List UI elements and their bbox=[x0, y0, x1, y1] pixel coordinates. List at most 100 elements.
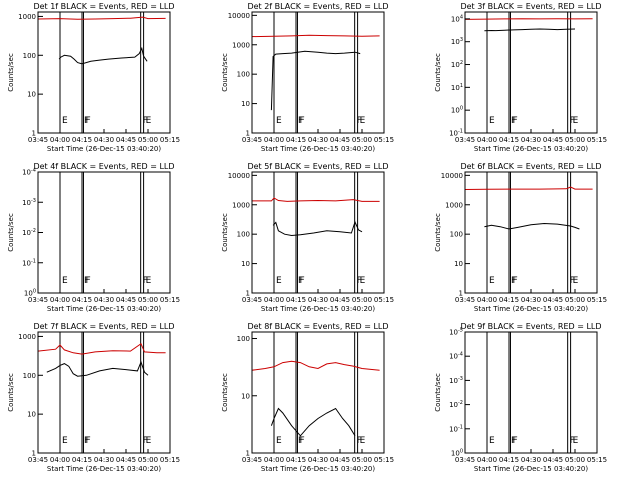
flag-label: F bbox=[143, 116, 148, 126]
flag-label: F bbox=[143, 276, 148, 286]
y-tick-label: 10-3 bbox=[22, 198, 36, 207]
flag-label: F bbox=[85, 116, 90, 126]
y-tick-label: 101 bbox=[451, 83, 463, 92]
y-tick-label: 10 bbox=[454, 260, 463, 268]
y-axis-label: Counts/sec bbox=[221, 373, 229, 412]
y-tick-label: 10000 bbox=[441, 172, 463, 180]
x-tick-label: 04:00 bbox=[50, 136, 70, 144]
flag-label: E bbox=[360, 436, 366, 446]
x-tick-label: 04:00 bbox=[477, 296, 497, 304]
series-line bbox=[46, 360, 149, 377]
x-tick-label: 04:00 bbox=[477, 456, 497, 464]
x-tick-label: 04:30 bbox=[521, 456, 541, 464]
flag-label: F bbox=[357, 276, 362, 286]
y-tick-label: 10-4 bbox=[22, 168, 36, 177]
x-tick-label: 03:45 bbox=[242, 136, 262, 144]
panel-title: Det 5f BLACK = Events, RED = LLD bbox=[247, 162, 388, 171]
panel-title: Det 9f BLACK = Events, RED = LLD bbox=[460, 322, 601, 331]
x-tick-label: 03:45 bbox=[455, 136, 475, 144]
x-tick-label: 04:15 bbox=[286, 296, 306, 304]
y-tick-label: 10-5 bbox=[449, 328, 463, 337]
x-axis-label: Start Time (26-Dec-15 03:40:20) bbox=[261, 305, 375, 313]
x-tick-label: 04:45 bbox=[116, 296, 136, 304]
x-tick-label: 04:30 bbox=[94, 136, 114, 144]
y-axis-label: Counts/sec bbox=[221, 53, 229, 92]
x-tick-label: 03:45 bbox=[455, 296, 475, 304]
series-line bbox=[270, 407, 356, 437]
y-tick-label: 100 bbox=[237, 335, 250, 343]
series-line bbox=[251, 360, 380, 371]
x-tick-label: 04:00 bbox=[264, 296, 284, 304]
y-tick-label: 10-2 bbox=[449, 400, 463, 409]
plot-frame bbox=[464, 331, 598, 454]
x-tick-label: 05:00 bbox=[138, 456, 158, 464]
series-line bbox=[464, 186, 593, 190]
y-tick-label: 100 bbox=[450, 231, 463, 239]
x-tick-label: 03:45 bbox=[242, 456, 262, 464]
y-tick-label: 10 bbox=[241, 392, 250, 400]
x-tick-label: 05:00 bbox=[352, 296, 372, 304]
flag-label: E bbox=[146, 436, 152, 446]
y-tick-label: 1 bbox=[32, 450, 36, 458]
y-tick-label: 100 bbox=[237, 231, 250, 239]
x-axis-label: Start Time (26-Dec-15 03:40:20) bbox=[47, 465, 161, 473]
flag-label: E bbox=[489, 436, 495, 446]
x-tick-label: 05:15 bbox=[374, 136, 394, 144]
y-tick-label: 1000 bbox=[445, 201, 463, 209]
x-tick-label: 04:15 bbox=[72, 456, 92, 464]
y-tick-label: 10 bbox=[27, 411, 36, 419]
x-tick-label: 05:15 bbox=[374, 296, 394, 304]
flag-label: F bbox=[85, 276, 90, 286]
x-tick-label: 04:45 bbox=[543, 136, 563, 144]
flag-label: F bbox=[84, 276, 89, 286]
x-tick-label: 04:30 bbox=[521, 136, 541, 144]
flag-label: F bbox=[143, 436, 148, 446]
x-axis-label: Start Time (26-Dec-15 03:40:20) bbox=[474, 305, 588, 313]
panel-title: Det 1f BLACK = Events, RED = LLD bbox=[33, 2, 174, 11]
flag-label: E bbox=[573, 116, 579, 126]
y-tick-label: 100 bbox=[237, 71, 250, 79]
y-tick-label: 1 bbox=[246, 130, 250, 138]
y-tick-label: 1000 bbox=[232, 41, 250, 49]
x-tick-label: 05:15 bbox=[160, 136, 180, 144]
x-tick-label: 05:00 bbox=[565, 136, 585, 144]
y-tick-label: 1000 bbox=[18, 333, 36, 341]
x-axis-label: Start Time (26-Dec-15 03:40:20) bbox=[474, 465, 588, 473]
flag-label: F bbox=[299, 436, 304, 446]
y-tick-label: 10-1 bbox=[22, 258, 36, 267]
x-tick-label: 05:15 bbox=[160, 456, 180, 464]
y-tick-label: 10-1 bbox=[449, 129, 463, 138]
panel-title: Det 3f BLACK = Events, RED = LLD bbox=[460, 2, 601, 11]
x-tick-label: 03:45 bbox=[28, 296, 48, 304]
x-tick-label: 04:30 bbox=[308, 136, 328, 144]
y-tick-label: 1000 bbox=[18, 13, 36, 21]
y-tick-label: 100 bbox=[23, 52, 36, 60]
series-line bbox=[270, 50, 361, 111]
y-axis-label: Counts/sec bbox=[7, 373, 15, 412]
y-tick-label: 10000 bbox=[228, 172, 250, 180]
x-axis-label: Start Time (26-Dec-15 03:40:20) bbox=[474, 145, 588, 153]
flag-label: F bbox=[512, 436, 517, 446]
flag-label: E bbox=[276, 276, 282, 286]
y-tick-label: 102 bbox=[451, 60, 463, 69]
y-tick-label: 10-1 bbox=[449, 424, 463, 433]
flag-label: F bbox=[357, 436, 362, 446]
flag-label: F bbox=[298, 276, 303, 286]
plot-frame bbox=[251, 331, 385, 454]
x-tick-label: 04:30 bbox=[521, 296, 541, 304]
x-tick-label: 05:00 bbox=[352, 456, 372, 464]
x-tick-label: 04:30 bbox=[94, 456, 114, 464]
flag-label: E bbox=[360, 276, 366, 286]
series-line bbox=[272, 220, 363, 237]
flag-label: F bbox=[511, 436, 516, 446]
series-line bbox=[484, 28, 576, 32]
flag-label: E bbox=[62, 436, 68, 446]
y-tick-label: 103 bbox=[451, 37, 463, 46]
x-tick-label: 05:15 bbox=[160, 296, 180, 304]
series-line bbox=[37, 342, 166, 355]
